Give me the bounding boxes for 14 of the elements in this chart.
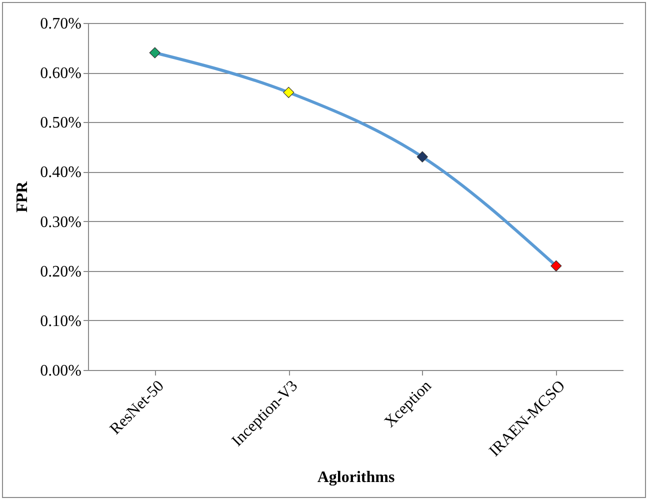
y-tick-label: 0.40% xyxy=(40,164,82,182)
point xyxy=(416,151,428,162)
y-tick-label: 0.50% xyxy=(40,114,82,132)
y-tick-label: 0.30% xyxy=(40,214,82,231)
point xyxy=(550,260,562,272)
y-tick-label: 0.60% xyxy=(40,65,82,82)
y-tick-label: 0.10% xyxy=(40,312,82,330)
y-tick-label: 0.20% xyxy=(40,263,82,280)
y-tick-label: 0.70% xyxy=(40,16,82,32)
point xyxy=(149,47,160,58)
x-axis-title: Aglorithms xyxy=(317,469,395,486)
y-tick-label: 0.00% xyxy=(40,362,82,380)
y-axis-title: FPR xyxy=(14,181,32,213)
point xyxy=(283,86,294,98)
